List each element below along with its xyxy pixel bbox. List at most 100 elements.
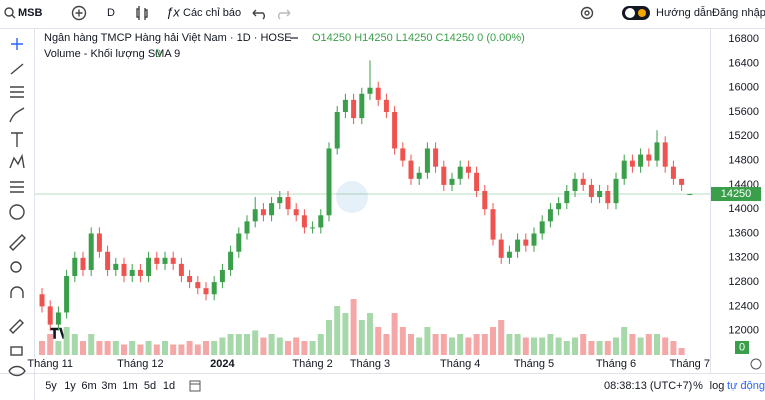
candle-body: [228, 251, 234, 270]
fib-tool[interactable]: [10, 86, 24, 98]
candle-body: [572, 178, 578, 191]
volume-bar: [334, 306, 341, 355]
x-tick-label: Tháng 5: [514, 358, 554, 370]
lock-tool[interactable]: [10, 346, 23, 356]
draw-mode-tool[interactable]: [9, 319, 24, 334]
undo-icon[interactable]: [252, 9, 265, 20]
y-tick-label: 16400: [728, 57, 759, 69]
clock: 08:38:13 (UTC+7): [604, 380, 692, 392]
guide[interactable]: Hướng dẫn: [656, 6, 712, 19]
scale-option[interactable]: log: [710, 380, 725, 392]
ruler-tool[interactable]: [9, 234, 26, 251]
scale-option[interactable]: tự động: [727, 380, 765, 392]
range-button[interactable]: 3m: [101, 380, 116, 392]
candle-body: [80, 257, 86, 270]
candle-body: [662, 142, 668, 167]
volume-bar: [260, 337, 267, 355]
indicators[interactable]: Các chỉ báo: [183, 7, 241, 19]
candle-body: [506, 251, 512, 258]
chart-type-icon[interactable]: [136, 6, 148, 20]
volume-bar: [293, 337, 300, 355]
candle-body: [424, 148, 430, 173]
volume-bar: [367, 313, 373, 355]
candle-body: [359, 93, 365, 119]
crosshair-tool[interactable]: [11, 38, 23, 50]
candle-body: [72, 257, 78, 277]
candle-body: [162, 257, 168, 264]
fx-icon[interactable]: ƒx: [166, 4, 180, 19]
volume-bar: [235, 334, 242, 355]
y-tick-label: 14800: [728, 155, 759, 167]
volume-bar: [137, 344, 144, 355]
volume-bar: [563, 341, 570, 355]
zoom-tool[interactable]: [10, 261, 22, 273]
chart-title: Ngân hàng TMCP Hàng hải Việt Nam · 1D · …: [44, 32, 292, 44]
candle-body: [351, 99, 357, 119]
interval[interactable]: D: [107, 7, 115, 19]
range-button[interactable]: 1d: [163, 380, 175, 392]
candle-body: [638, 154, 644, 167]
collapse-icon[interactable]: [290, 37, 298, 39]
scale-option[interactable]: %: [693, 380, 703, 392]
price-label-bg: [711, 187, 761, 202]
candle-body: [105, 251, 111, 270]
candle-body: [88, 233, 94, 270]
date-range-icon[interactable]: [189, 380, 201, 392]
volume-bar: [55, 341, 62, 355]
volume-bar: [613, 337, 619, 355]
compare-icon[interactable]: [71, 5, 87, 21]
login[interactable]: Đăng nhập: [712, 7, 765, 19]
candle-body: [195, 282, 201, 289]
range-button[interactable]: 5d: [144, 380, 156, 392]
settings-icon: [584, 10, 590, 16]
redo-icon[interactable]: [278, 9, 291, 20]
candle-body: [318, 215, 324, 228]
volume-bar: [162, 341, 168, 355]
volume-bar: [358, 320, 365, 355]
volume-bar: [47, 334, 54, 355]
ohlc-legend: O14250 H14250 L14250 C14250 0 (0.00%): [312, 32, 525, 44]
volume-bar: [572, 337, 578, 355]
range-button[interactable]: 6m: [81, 380, 96, 392]
candle-body: [211, 282, 217, 295]
emoji-tool[interactable]: [9, 204, 25, 220]
volume-bar: [194, 344, 201, 355]
volume-bar: [604, 341, 611, 355]
y-tick-label: 12800: [728, 276, 759, 288]
y-tick-label: 16800: [728, 33, 759, 45]
hide-tool[interactable]: [8, 365, 26, 377]
volume-bar: [678, 348, 685, 355]
settings-icon[interactable]: [580, 6, 594, 20]
trendline-tool[interactable]: [10, 63, 24, 75]
text-tool[interactable]: [11, 132, 23, 147]
prediction-tool[interactable]: [10, 181, 24, 193]
volume-bar: [440, 334, 447, 355]
volume-bar: [621, 327, 628, 355]
symbol[interactable]: MSB: [18, 7, 43, 19]
magnet-tool[interactable]: [10, 286, 24, 298]
volume-bar: [629, 334, 636, 355]
candle-body: [498, 239, 504, 258]
volume-bar: [285, 341, 291, 355]
volume-bar: [129, 341, 136, 355]
range-button[interactable]: 1m: [122, 380, 137, 392]
range-button[interactable]: 5y: [45, 380, 57, 392]
volume-bar: [596, 341, 603, 355]
volume-bar: [654, 334, 660, 355]
pattern-tool[interactable]: [9, 153, 25, 169]
y-tick-label: 12400: [728, 300, 759, 312]
candle-body: [441, 166, 447, 185]
x-tick-label: Tháng 7: [670, 358, 710, 370]
candle-body: [39, 294, 45, 307]
search-icon[interactable]: [4, 7, 14, 17]
volume-bar: [391, 313, 398, 355]
volume-bar: [170, 344, 177, 355]
axis-settings[interactable]: [750, 358, 762, 370]
candle-body: [96, 233, 102, 252]
candle-body: [597, 190, 603, 198]
range-button[interactable]: 1y: [64, 380, 76, 392]
volume-bar: [153, 344, 160, 355]
brush-tool[interactable]: [9, 107, 25, 123]
volume-bar: [80, 341, 86, 355]
